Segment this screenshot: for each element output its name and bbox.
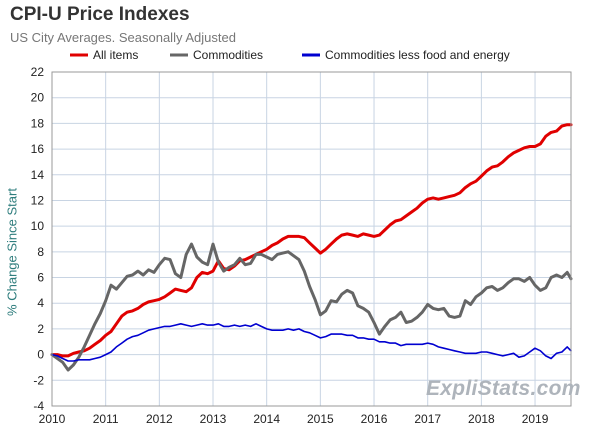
series-line-2 — [50, 242, 573, 372]
x-tick-label: 2017 — [414, 412, 441, 426]
chart-title: CPI-U Price Indexes — [10, 4, 190, 25]
y-tick-label: 8 — [37, 245, 44, 259]
x-tick-label: 2018 — [468, 412, 495, 426]
y-tick-label: 10 — [31, 219, 45, 233]
y-tick-label: 20 — [31, 91, 45, 105]
legend: All items Commodities Commodities less foo… — [70, 48, 510, 62]
y-axis: -4 -2 0 2 4 6 8 10 12 14 16 18 20 22 — [31, 65, 45, 413]
y-tick-label: 6 — [37, 271, 44, 285]
y-tick-label: 4 — [37, 296, 44, 310]
x-tick-label: 2011 — [93, 412, 119, 426]
x-tick-label: 2016 — [361, 412, 388, 426]
y-tick-label: 2 — [37, 322, 44, 336]
series-line-3 — [51, 323, 572, 362]
x-axis: 2010 2011 2012 2013 2014 2015 2016 2017 2018 2019 — [39, 412, 549, 426]
series-lines — [50, 123, 573, 372]
y-tick-label: -2 — [33, 373, 44, 387]
watermark: ExpliStats.com — [426, 377, 581, 400]
x-tick-label: 2015 — [307, 412, 334, 426]
x-tick-label: 2012 — [146, 412, 173, 426]
x-tick-label: 2010 — [39, 412, 66, 426]
legend-label-1: All items — [93, 48, 138, 62]
chart-subtitle: US City Averages. Seasonally Adjusted — [10, 30, 236, 45]
x-tick-label: 2013 — [200, 412, 227, 426]
x-tick-label: 2014 — [253, 412, 280, 426]
y-tick-label: 0 — [37, 348, 44, 362]
grid-lines — [51, 71, 571, 407]
legend-label-2: Commodities — [193, 48, 263, 62]
plot-frame — [51, 71, 572, 407]
legend-label-3: Commodities less food and energy — [325, 48, 510, 62]
series-line-1 — [50, 123, 573, 358]
y-tick-label: 14 — [31, 168, 45, 182]
y-tick-label: -4 — [33, 399, 44, 413]
y-tick-label: 16 — [31, 142, 45, 156]
y-tick-label: 22 — [31, 65, 45, 79]
y-tick-label: 18 — [31, 116, 45, 130]
x-tick-label: 2019 — [522, 412, 549, 426]
y-tick-label: 12 — [31, 193, 45, 207]
